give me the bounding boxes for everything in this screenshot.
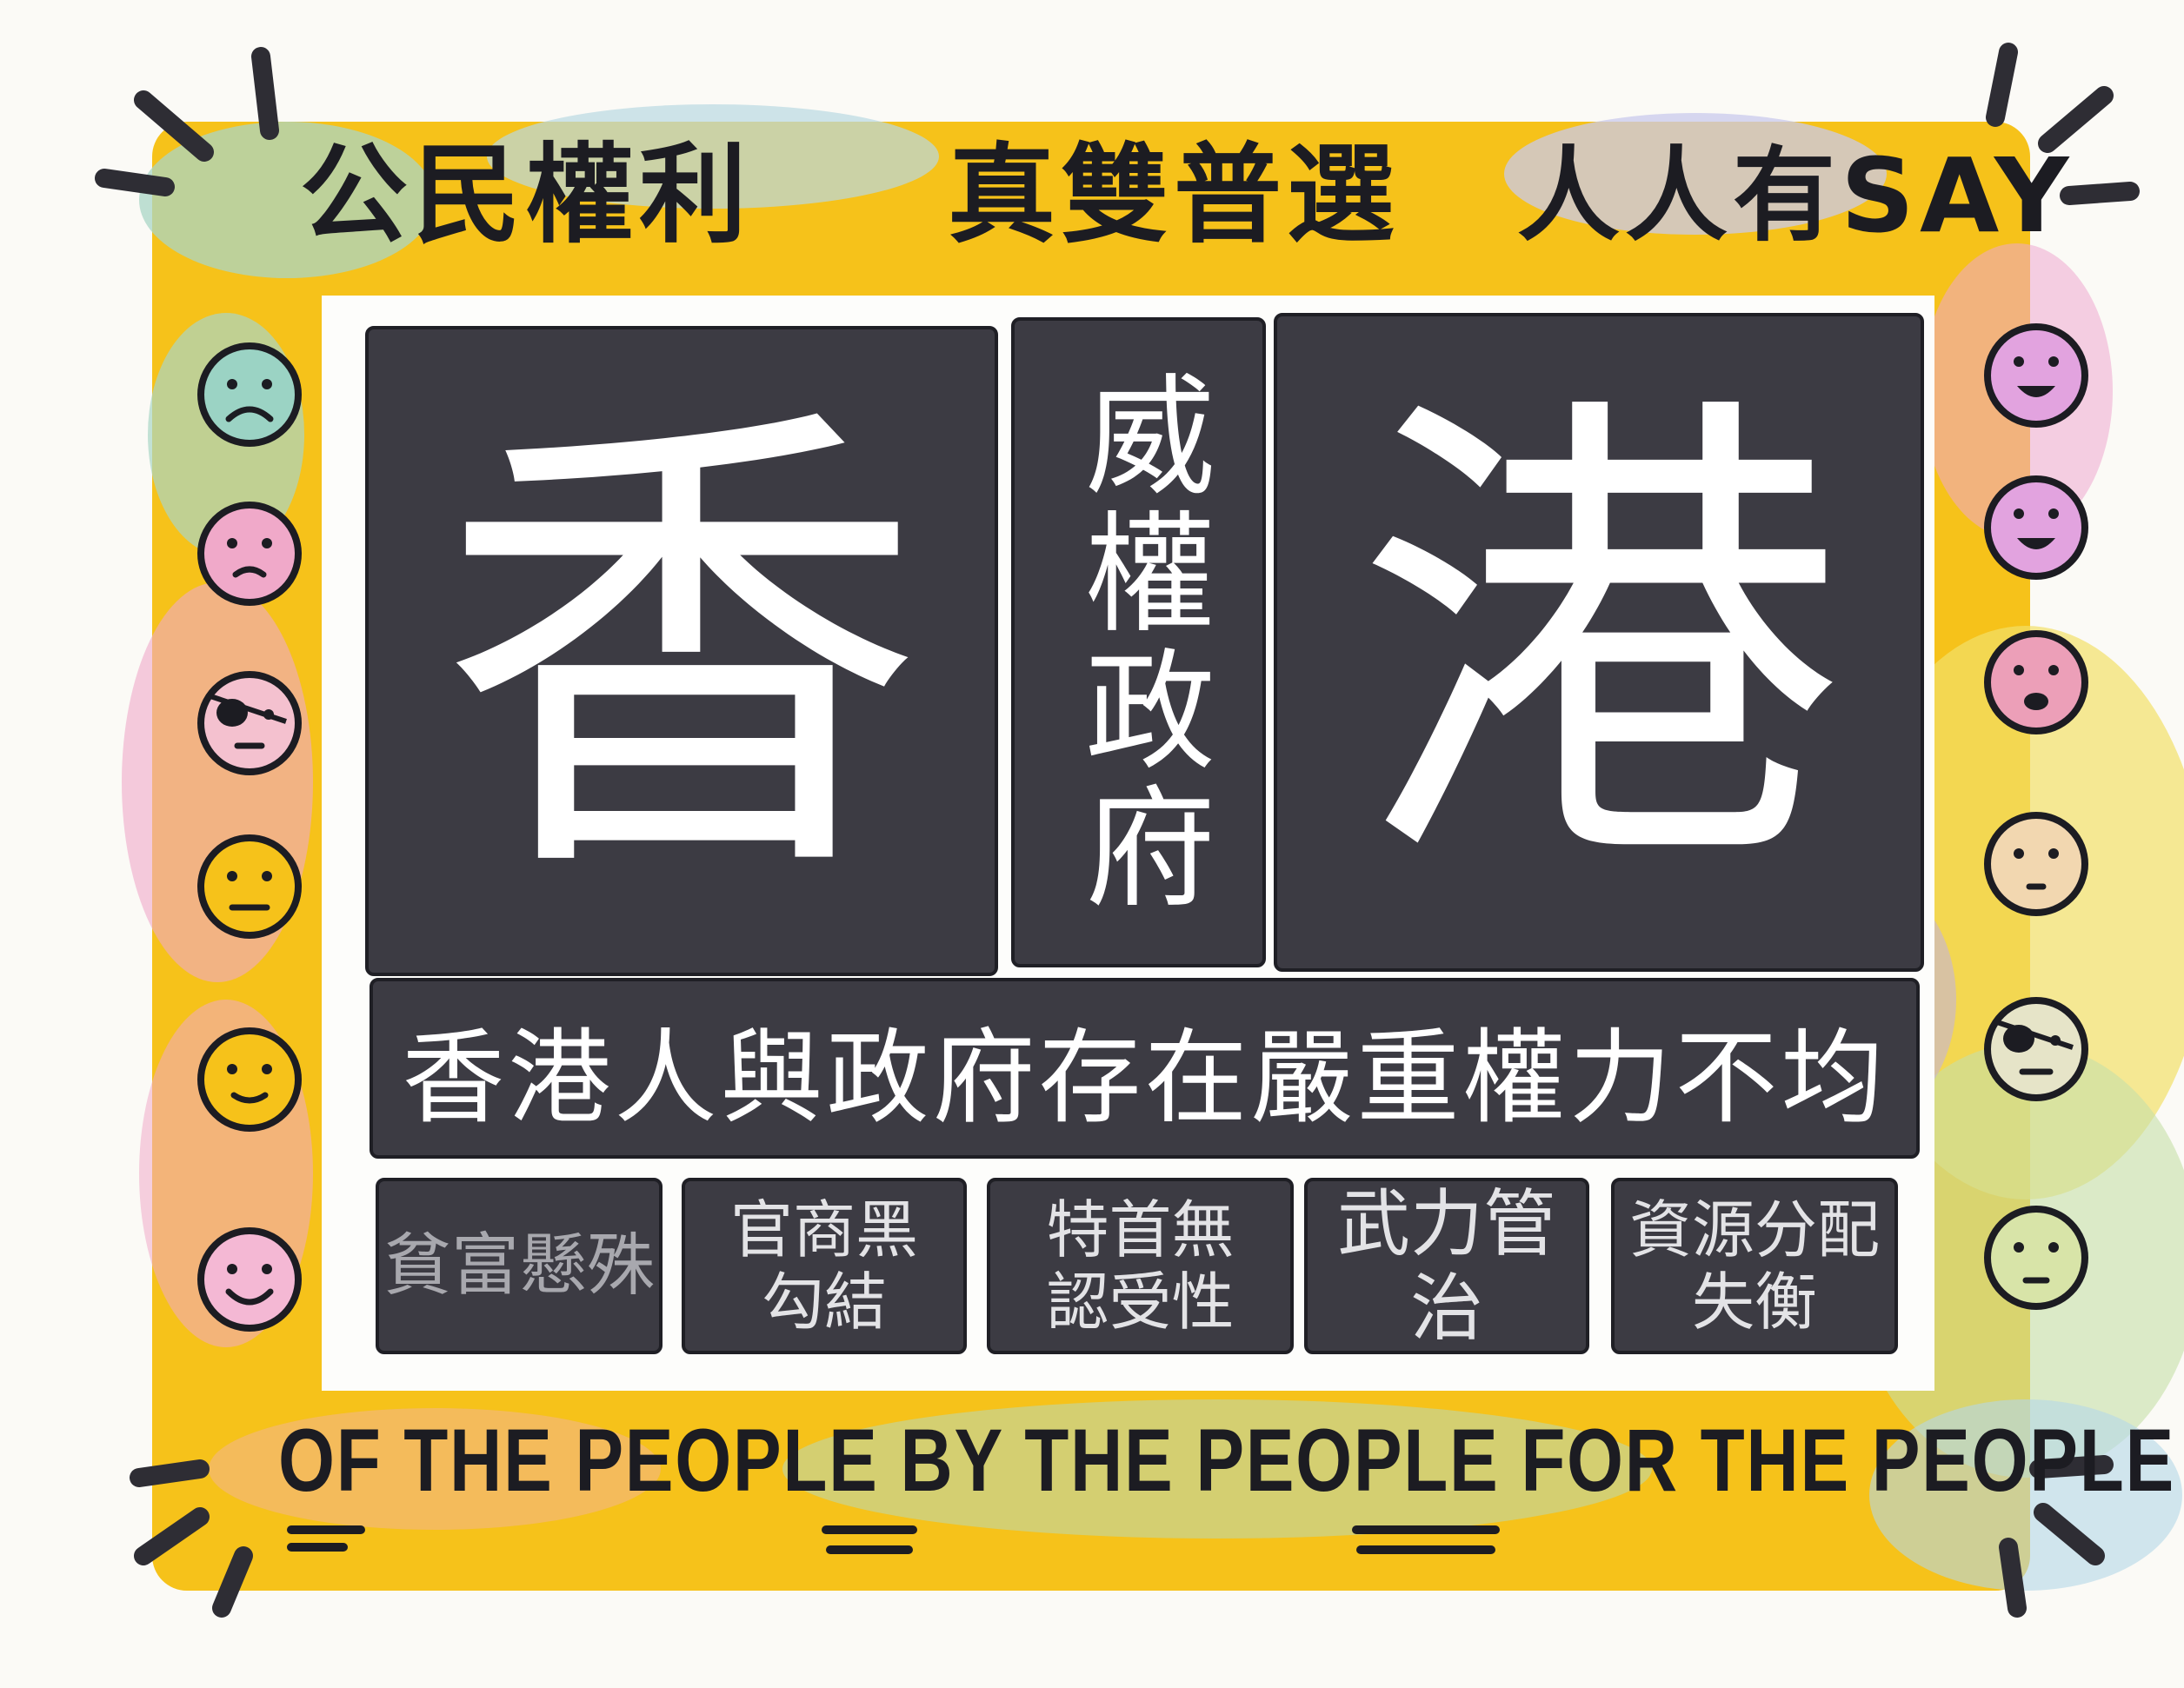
- underline-for: [1352, 1525, 1500, 1534]
- neutral-face-icon: [197, 834, 302, 939]
- happy-face-icon: [197, 1227, 302, 1332]
- open-mouth-face-icon: [1984, 630, 2088, 734]
- issue-wealth-gap: 貧富懸殊: [376, 1178, 663, 1354]
- underline-by: [822, 1525, 917, 1534]
- issue-legitimacy: 特首無 認受性: [987, 1178, 1294, 1354]
- slogan-civil-rights: 公民權利: [300, 133, 753, 258]
- neutral-face-icon: [1984, 812, 2088, 916]
- title-char-hong: 香: [365, 326, 998, 976]
- underline-for: [1356, 1545, 1495, 1554]
- issue-label: 貧富懸殊: [383, 1226, 655, 1305]
- slogan-universal-suffrage: 真雙普選: [948, 133, 1401, 258]
- worried-face-icon: [197, 502, 302, 606]
- title-char-kong: 港: [1274, 313, 1924, 972]
- underline-of: [287, 1525, 365, 1534]
- grin-face-icon: [1984, 323, 2088, 428]
- neutral-face-icon: [1984, 1206, 2088, 1310]
- issue-label: 武力管治: [1336, 1180, 1556, 1351]
- eyepatch-face-icon: [1984, 997, 2088, 1101]
- issue-label: 特首無 認受性: [1046, 1193, 1235, 1339]
- issue-label: 官商黑 勾結: [729, 1193, 918, 1339]
- issue-resource-imbalance: 資源分配 失衡: [1611, 1178, 1898, 1354]
- authoritarian-government-text: 威權政府: [1062, 368, 1215, 917]
- grin-face-icon: [1984, 475, 2088, 580]
- issue-force-governance: 武力管治: [1304, 1178, 1589, 1354]
- issue-collusion: 官商黑 勾結: [682, 1178, 967, 1354]
- smile-face-icon: [197, 1027, 302, 1132]
- underline-of: [287, 1543, 348, 1552]
- authoritarian-government-box: 威權政府: [1011, 317, 1266, 967]
- underline-by: [826, 1545, 913, 1554]
- issue-label: 資源分配 失衡: [1628, 1193, 1880, 1339]
- slogan-everyone-has-say: 人人有SAY: [1517, 136, 2074, 256]
- power-imbalance-banner: 香港人與政府存在嚴重權力不均: [370, 978, 1920, 1159]
- sad-face-icon: [197, 342, 302, 447]
- eyepatch-face-icon: [197, 671, 302, 775]
- motto-text: OF THE PEOPLE BY THE PEOPLE FOR THE PEOP…: [278, 1411, 2175, 1510]
